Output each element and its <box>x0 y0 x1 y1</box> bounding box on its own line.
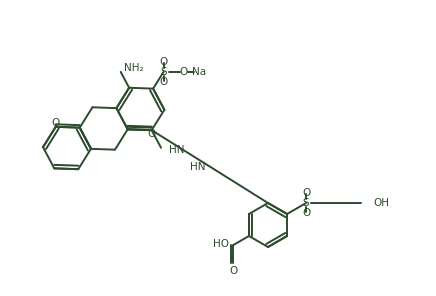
Text: O: O <box>229 266 238 276</box>
Text: S: S <box>160 67 167 77</box>
Text: O: O <box>160 57 168 67</box>
Text: OH: OH <box>373 198 389 208</box>
Text: S: S <box>303 198 310 208</box>
Text: NH₂: NH₂ <box>124 63 143 73</box>
Text: O: O <box>180 67 188 77</box>
Text: O: O <box>51 118 60 128</box>
Text: O: O <box>302 188 310 198</box>
Text: HN: HN <box>169 145 184 155</box>
Text: HN: HN <box>190 162 206 172</box>
Text: HO: HO <box>213 239 229 249</box>
Text: O: O <box>160 77 168 87</box>
Text: O: O <box>147 129 156 139</box>
Text: O: O <box>302 208 310 218</box>
Text: Na: Na <box>192 67 206 77</box>
